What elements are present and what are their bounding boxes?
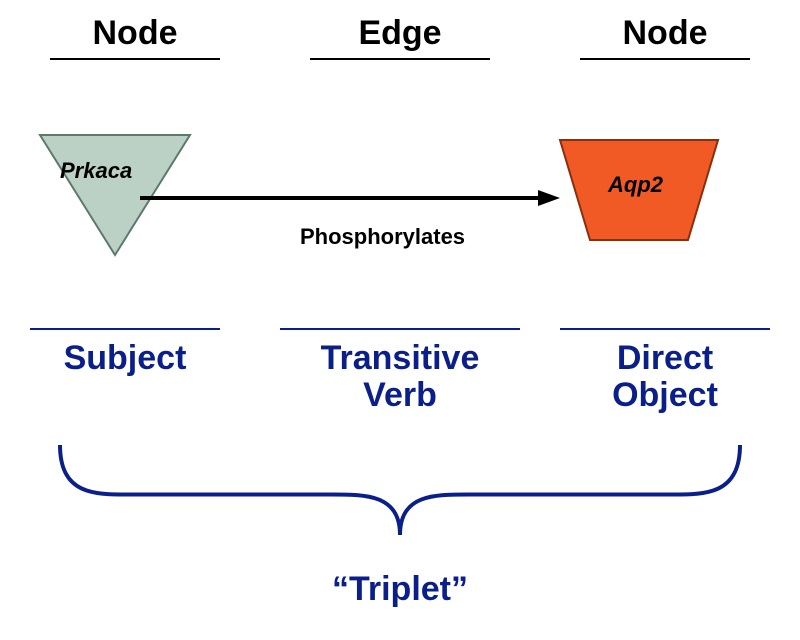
triplet-brace-path [60,445,740,535]
triplet-label: “Triplet” [300,570,500,609]
triplet-brace [0,0,800,640]
